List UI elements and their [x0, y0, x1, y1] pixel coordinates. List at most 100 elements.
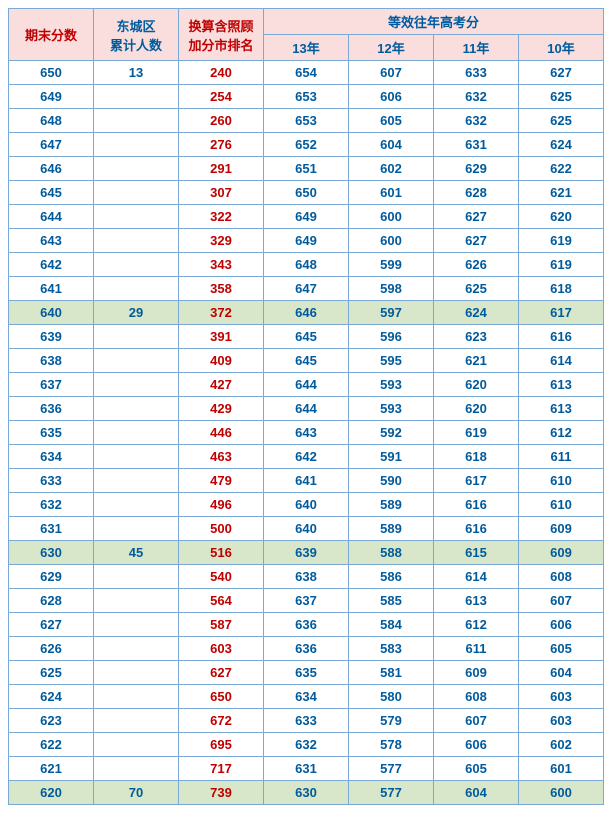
table-row: 623672633579607603	[9, 709, 604, 733]
cell-rank: 291	[179, 157, 264, 181]
cell-y13: 646	[264, 301, 349, 325]
cell-y11: 608	[434, 685, 519, 709]
cell-score: 639	[9, 325, 94, 349]
cell-y12: 586	[349, 565, 434, 589]
cell-score: 641	[9, 277, 94, 301]
cell-y10: 603	[519, 709, 604, 733]
cell-rank: 358	[179, 277, 264, 301]
cell-rank: 496	[179, 493, 264, 517]
cell-y11: 621	[434, 349, 519, 373]
cell-cumulative	[94, 661, 179, 685]
cell-y13: 653	[264, 109, 349, 133]
cell-y12: 599	[349, 253, 434, 277]
cell-rank: 500	[179, 517, 264, 541]
cell-y10: 620	[519, 205, 604, 229]
cell-y13: 637	[264, 589, 349, 613]
cell-score: 650	[9, 61, 94, 85]
table-row: 622695632578606602	[9, 733, 604, 757]
cell-y12: 604	[349, 133, 434, 157]
cell-score: 635	[9, 421, 94, 445]
cell-rank: 409	[179, 349, 264, 373]
table-row: 631500640589616609	[9, 517, 604, 541]
cell-y12: 591	[349, 445, 434, 469]
cell-y12: 600	[349, 205, 434, 229]
cell-y10: 602	[519, 733, 604, 757]
cell-cumulative	[94, 181, 179, 205]
cell-y13: 631	[264, 757, 349, 781]
cell-score: 622	[9, 733, 94, 757]
table-row: 646291651602629622	[9, 157, 604, 181]
cell-y10: 619	[519, 229, 604, 253]
cell-cumulative	[94, 637, 179, 661]
cell-score: 629	[9, 565, 94, 589]
cell-cumulative	[94, 397, 179, 421]
cell-y13: 653	[264, 85, 349, 109]
cell-y10: 608	[519, 565, 604, 589]
cell-rank: 650	[179, 685, 264, 709]
cell-y11: 617	[434, 469, 519, 493]
cell-y12: 584	[349, 613, 434, 637]
cell-y12: 588	[349, 541, 434, 565]
cell-rank: 329	[179, 229, 264, 253]
cell-y10: 603	[519, 685, 604, 709]
table-row: 632496640589616610	[9, 493, 604, 517]
table-row: 649254653606632625	[9, 85, 604, 109]
cell-cumulative: 45	[94, 541, 179, 565]
cell-y10: 618	[519, 277, 604, 301]
cell-cumulative	[94, 133, 179, 157]
cell-y11: 607	[434, 709, 519, 733]
cell-y12: 606	[349, 85, 434, 109]
table-row: 63045516639588615609	[9, 541, 604, 565]
cell-y13: 644	[264, 397, 349, 421]
cell-y13: 647	[264, 277, 349, 301]
cell-y11: 625	[434, 277, 519, 301]
table-row: 638409645595621614	[9, 349, 604, 373]
cell-rank: 322	[179, 205, 264, 229]
score-table: 期末分数 东城区累计人数 换算含照顾加分市排名 等效往年高考分 13年 12年 …	[8, 8, 604, 805]
cell-y13: 650	[264, 181, 349, 205]
cell-rank: 260	[179, 109, 264, 133]
cell-rank: 427	[179, 373, 264, 397]
cell-y10: 610	[519, 493, 604, 517]
cell-y11: 620	[434, 373, 519, 397]
cell-y13: 638	[264, 565, 349, 589]
cell-y12: 589	[349, 493, 434, 517]
cell-y10: 606	[519, 613, 604, 637]
cell-score: 645	[9, 181, 94, 205]
cell-y11: 605	[434, 757, 519, 781]
cell-score: 643	[9, 229, 94, 253]
cell-rank: 672	[179, 709, 264, 733]
cell-score: 644	[9, 205, 94, 229]
cell-y13: 649	[264, 205, 349, 229]
cell-y10: 604	[519, 661, 604, 685]
cell-y10: 601	[519, 757, 604, 781]
cell-score: 630	[9, 541, 94, 565]
table-row: 641358647598625618	[9, 277, 604, 301]
cell-y12: 580	[349, 685, 434, 709]
cell-cumulative	[94, 325, 179, 349]
table-row: 636429644593620613	[9, 397, 604, 421]
cell-y12: 578	[349, 733, 434, 757]
table-row: 639391645596623616	[9, 325, 604, 349]
cell-y10: 613	[519, 373, 604, 397]
cell-y11: 632	[434, 109, 519, 133]
cell-y13: 648	[264, 253, 349, 277]
cell-cumulative	[94, 565, 179, 589]
cell-cumulative	[94, 157, 179, 181]
cell-y12: 593	[349, 373, 434, 397]
cell-y13: 644	[264, 373, 349, 397]
cell-y13: 636	[264, 613, 349, 637]
cell-y12: 590	[349, 469, 434, 493]
cell-rank: 429	[179, 397, 264, 421]
cell-cumulative	[94, 85, 179, 109]
cell-y11: 623	[434, 325, 519, 349]
cell-score: 647	[9, 133, 94, 157]
cell-y11: 627	[434, 205, 519, 229]
header-year-10: 10年	[519, 35, 604, 61]
header-year-12: 12年	[349, 35, 434, 61]
header-year-13: 13年	[264, 35, 349, 61]
cell-y10: 609	[519, 541, 604, 565]
cell-score: 633	[9, 469, 94, 493]
cell-rank: 587	[179, 613, 264, 637]
cell-y11: 619	[434, 421, 519, 445]
